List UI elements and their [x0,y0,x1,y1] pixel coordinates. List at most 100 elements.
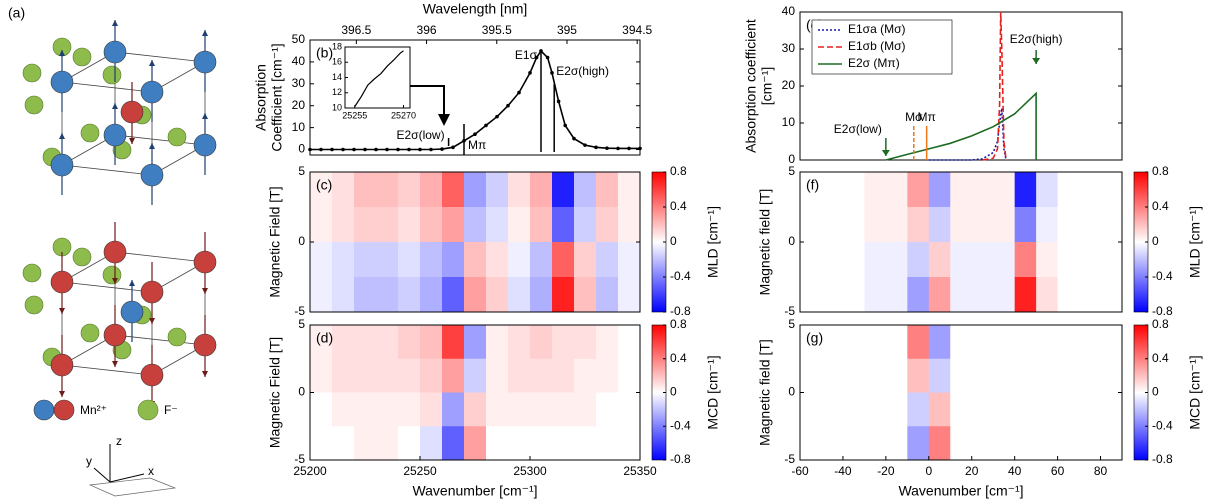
heatmap-cell [376,242,399,278]
data-point [563,123,567,128]
colorbar-label: MLD [cm⁻¹] [1187,206,1203,278]
heatmap-cell [950,207,973,243]
heatmap-cell [993,392,1016,427]
heatmap-cell [398,207,421,243]
y-axis-label: Coefficient [cm⁻¹] [269,43,285,151]
heatmap-cell [596,242,619,278]
heatmap-cell [596,277,619,313]
annotation: E1σ [515,48,538,62]
heatmap-cell [618,207,641,243]
manganese-atom [103,240,127,264]
spin-arrow-head [59,133,65,139]
x2-tick-label: 394.5 [622,23,652,37]
colorbar-tick-label: 0 [670,385,677,399]
heatmap-cell [464,277,487,313]
colorbar-tick-label: 0.4 [1152,199,1169,213]
colorbar-tick-label: 0.8 [670,317,687,331]
heatmap-cell [821,426,844,461]
x-tick-label: 60 [1051,464,1065,478]
manganese-atom [193,133,217,157]
annotation-arrow [881,150,890,156]
heatmap-cell [442,242,465,278]
heatmap-cell [332,277,355,313]
heatmap-cell [864,207,887,243]
heatmap-cell [821,392,844,427]
annotation: Mπ [468,138,486,152]
inset-line [354,50,404,107]
heatmap-cell [821,172,844,208]
legend-label: F⁻ [164,403,178,417]
data-point [583,143,587,147]
fluorine-atom [22,63,42,83]
heatmap-cell [842,207,865,243]
colorbar-label: MCD [cm⁻¹] [1187,355,1203,429]
heatmap-cell [442,358,465,393]
annotation: E2σ(high) [1010,32,1063,46]
heatmap-cell [354,277,377,313]
data-point [534,55,539,60]
heatmap-cell [1100,358,1123,393]
axis-arrow [109,473,145,483]
data-point [407,147,411,152]
cell-edge [61,164,153,176]
heatmap-cell [971,325,994,360]
heatmap-cell [486,426,509,461]
y-tick-label: 5 [298,164,305,178]
manganese-atom [193,50,217,74]
heatmap-cell [530,277,553,313]
heatmap-cell [596,207,619,243]
panel-label: (a) [8,5,25,21]
heatmap-cell [376,392,399,427]
heatmap-cell [1057,172,1080,208]
heatmap-cell [993,172,1016,208]
x-axis-label: Wavenumber [cm⁻¹] [898,483,1023,499]
manganese-atom [103,40,127,64]
axis-name: z [116,434,122,448]
y-tick-label: 0 [298,234,305,248]
heatmap-cell [1079,207,1102,243]
data-point [418,147,422,152]
heatmap-cell [332,392,355,427]
heatmap-cell [596,392,619,427]
heatmap-cell [885,325,908,360]
annotation: E2σ(high) [556,64,609,78]
heatmap-cell [398,426,421,461]
heatmap-cell [1014,325,1037,360]
heatmap-cell [376,426,399,461]
y-axis-label: Magnetic field [T] [757,339,773,446]
x2-axis-label: Wavelength [nm] [423,1,528,17]
data-point [396,147,400,152]
y-tick-label: 0 [788,234,795,248]
heatmap-cell [574,426,597,461]
heatmap-cell [928,172,951,208]
spin-arrow-head [202,113,208,119]
heatmap-cell [1014,172,1037,208]
data-point [627,146,631,151]
heatmap-cell [821,242,844,278]
cell-edge [114,251,206,263]
heatmap-cell [552,207,575,243]
heatmap-cell [800,277,822,313]
heatmap-cell [508,242,531,278]
heatmap-cell [552,426,575,461]
heatmap-cell [354,426,377,461]
heatmap-cell [354,392,377,427]
heatmap-cell [864,426,887,461]
heatmap-cell [398,358,421,393]
heatmap-cell [1057,358,1080,393]
y-tick-label: -5 [784,452,795,466]
heatmap-cell [928,207,951,243]
heatmap-cell [885,277,908,313]
heatmap-cell [800,392,822,427]
inset-y-tick-label: 18 [332,41,342,51]
x-tick-label: -60 [791,464,809,478]
heatmap-cell [907,426,930,461]
heatmap-cell [971,392,994,427]
heatmap-cell [1036,392,1059,427]
heatmap-cell [420,172,443,208]
y-tick-label: -5 [294,452,305,466]
data-line [885,91,1037,161]
manganese-atom [50,270,74,294]
heatmap-cell [885,426,908,461]
heatmap-cell [928,277,951,313]
